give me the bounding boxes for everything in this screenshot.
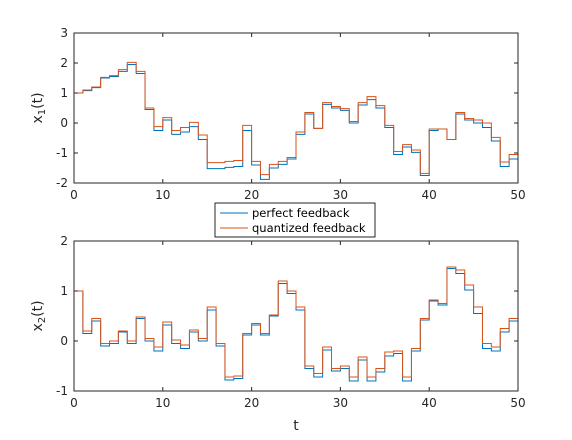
top-y-tick-label: 2 [60, 56, 68, 70]
top-y-label-main: x [30, 115, 46, 123]
top-axes-box [73, 32, 519, 184]
top-y-tick-label: -2 [56, 176, 68, 190]
bottom-y-tick-label: -1 [56, 384, 68, 398]
bottom-y-tick-label: 0 [60, 334, 68, 348]
top-y-tick-label: 0 [60, 116, 68, 130]
top-y-label-tail: (t) [30, 92, 46, 108]
bottom-series-group [74, 266, 518, 382]
bottom-y-label-main: x [30, 323, 46, 331]
bottom-y-axis-label: x2(t) [30, 300, 48, 331]
bottom-x-tick-label: 40 [422, 396, 437, 410]
top-y-tick-label: -1 [56, 146, 68, 160]
bottom-x-tick-label: 50 [510, 396, 525, 410]
top-x-tick-label: 10 [155, 188, 170, 202]
legend-label-quantized-feedback: quantized feedback [252, 221, 366, 235]
top-x-tick-label: 30 [333, 188, 348, 202]
bottom-x-tick-label: 20 [244, 396, 259, 410]
top-series-group [74, 61, 518, 180]
top-x-tick-label: 0 [70, 188, 78, 202]
bottom-axes-box [73, 240, 519, 392]
top-ticks-group: 0 10 20 30 40 50 -2 -1 0 1 2 3 [56, 26, 526, 202]
top-y-axis-label: x1(t) [30, 92, 48, 123]
bottom-y-label-tail: (t) [30, 300, 46, 316]
bottom-x-tick-label: 0 [70, 396, 78, 410]
top-x-tick-label: 50 [510, 188, 525, 202]
legend-label-perfect-feedback: perfect feedback [252, 206, 350, 220]
top-y-label-sub: 1 [37, 109, 48, 115]
bottom-y-tick-label: 1 [60, 284, 68, 298]
top-x-tick-label: 40 [422, 188, 437, 202]
bottom-x-axis-label: t [293, 418, 299, 434]
top-y-tick-label: 1 [60, 86, 68, 100]
bottom-series-quantized-feedback [74, 266, 518, 378]
top-y-tick-label: 3 [60, 26, 68, 40]
legend: perfect feedback quantized feedback [214, 202, 376, 238]
top-x-tick-label: 20 [244, 188, 259, 202]
top-series-quantized-feedback [74, 61, 518, 176]
bottom-x-tick-label: 10 [155, 396, 170, 410]
bottom-y-tick-label: 2 [60, 234, 68, 248]
bottom-x-tick-label: 30 [333, 396, 348, 410]
legend-box [214, 202, 376, 238]
bottom-y-label-sub: 2 [37, 317, 48, 323]
